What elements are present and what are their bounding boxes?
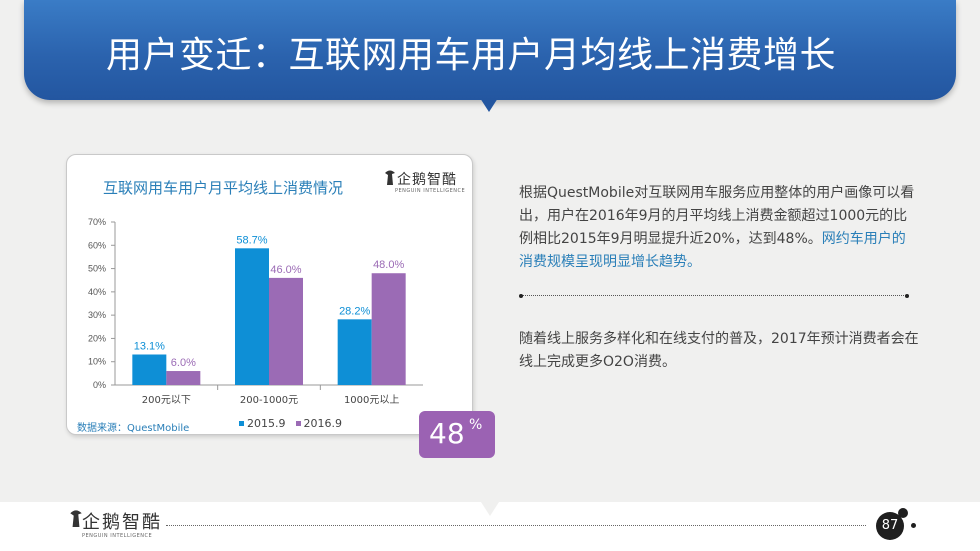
y-tick-label: 60% [88,240,106,250]
bar-chart: 0% 10% 20% 30% 40% 50% 60% 70% 200元以下 13.1% 6.0% 20… [88,217,423,406]
y-tick-label: 10% [88,357,106,367]
data-label-2016-9: 6.0% [171,357,196,369]
paragraph-2: 随着线上服务多样化和在线支付的普及，2017年预计消费者会在线上完成更多O2O消… [519,331,919,370]
bar-2015-9 [132,354,167,385]
y-tick-label: 40% [88,287,106,297]
y-tick-label: 70% [88,217,106,227]
x-tick-label: 200元以下 [142,395,191,406]
chart-card: 互联网用车用户月平均线上消费情况 企鹅智酷 PENGUIN INTELLIGEN… [66,154,473,435]
chart-title: 互联网用车用户月平均线上消费情况 [103,179,344,197]
legend-item-2016: 2016.9 [295,417,343,430]
legend-swatch-2016 [295,421,301,426]
chart-source: 数据来源：QuestMobile [77,423,190,434]
y-tick-label: 30% [88,310,106,320]
data-label-2015-9: 28.2% [339,305,370,317]
legend-label-2016: 2016.9 [303,417,343,430]
footer-brand-subtext: PENGUIN INTELLIGENCE [82,533,153,539]
footer-dotted-line [166,525,866,526]
chart-brand-logo: 企鹅智酷 PENGUIN INTELLIGENCE [383,169,465,201]
page-number: 87 [876,512,904,540]
legend-label-2015: 2015.9 [247,417,286,430]
data-label-2016-9: 48.0% [373,259,404,271]
footer-brand-text: 企鹅智酷 [82,512,162,533]
badge-value: 48 [429,417,465,450]
bar-2016-9 [371,273,406,385]
paragraph-1-highlight: 网约车用户的消费规模呈现明显增长趋势。 [519,231,906,270]
bar-2016-9 [269,277,303,385]
header-pointer [480,98,498,112]
divider-dot-right [905,294,909,298]
dotted-divider [519,294,909,298]
paragraph-1-text: 根据QuestMobile对互联网用车服务应用整体的用户画像可以看出，用户在20… [519,185,915,247]
divider-line [522,295,906,296]
highlight-badge: 48 % [419,411,495,458]
bar-2015-9 [235,248,269,385]
badge-unit: % [469,417,483,433]
divider-dot-left [519,294,523,298]
header-banner: 用户变迁：互联网用车用户月均线上消费增长 [24,0,956,100]
page-title: 用户变迁：互联网用车用户月均线上消费增长 [106,35,837,76]
bar-2016-9 [166,371,201,385]
penguin-icon [385,170,395,185]
x-tick-label: 200-1000元 [240,395,298,406]
y-tick-label: 20% [88,333,106,343]
footer-logo: 企鹅智酷 PENGUIN INTELLIGENCE [68,508,160,544]
page-decor-dot-small [911,523,916,528]
paragraph-1: 根据QuestMobile对互联网用车服务应用整体的用户画像可以看出，用户在20… [519,182,919,274]
chart-brand-subtext: PENGUIN INTELLIGENCE [395,188,466,194]
footer-pointer [481,502,499,516]
chart-brand-text: 企鹅智酷 [397,172,457,188]
data-label-2015-9: 58.7% [236,234,267,246]
chart-legend: 2015.9 2016.9 [239,417,342,430]
penguin-icon [70,510,82,527]
legend-swatch-2015 [239,421,244,426]
page-decor-dot [898,508,908,518]
y-tick-label: 50% [88,264,106,274]
y-tick-label: 0% [93,380,106,390]
bar-2015-9 [337,319,372,385]
data-label-2016-9: 46.0% [270,264,301,276]
data-label-2015-9: 13.1% [134,340,165,352]
x-tick-label: 1000元以上 [344,394,399,406]
legend-item-2015: 2015.9 [239,417,286,430]
